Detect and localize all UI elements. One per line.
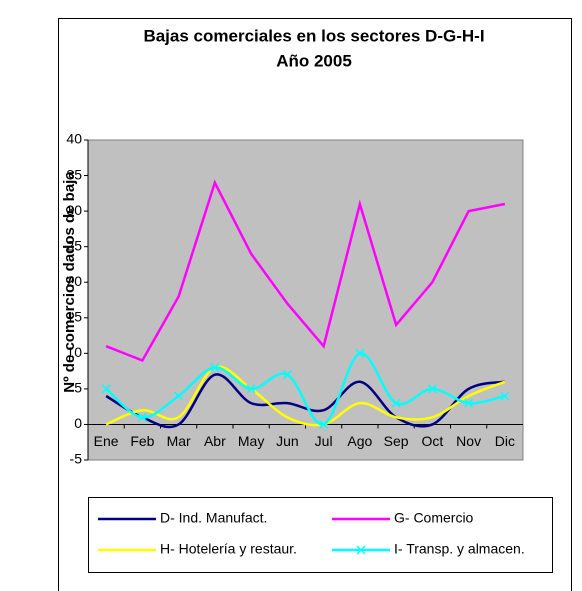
y-axis-label: Nº de comercios dados de baja (61, 171, 78, 393)
x-tick-label: Mar (167, 433, 191, 449)
x-tick-label: Sep (384, 433, 409, 449)
y-tick-label: 35 (66, 166, 82, 182)
x-tick-label: Feb (130, 433, 154, 449)
legend (88, 497, 553, 573)
x-tick-label: Dic (495, 433, 515, 449)
point-marker (356, 545, 366, 555)
series-line (105, 179, 506, 363)
chart-subtitle: Año 2005 (276, 51, 352, 70)
legend-label: D- Ind. Manufact. (160, 510, 267, 526)
point-marker (355, 348, 365, 358)
x-tick-label: Oct (421, 433, 443, 449)
x-tick-label: Nov (456, 433, 481, 449)
series-line (105, 365, 506, 427)
point-marker (319, 419, 329, 429)
point-marker (500, 391, 510, 401)
legend-label: G- Comercio (394, 510, 474, 526)
y-tick-label: 10 (66, 344, 82, 360)
point-marker (246, 384, 256, 394)
x-tick-label: Jul (315, 433, 333, 449)
x-tick-label: Jun (276, 433, 299, 449)
x-tick-label: Ago (347, 433, 372, 449)
legend-label: H- Hotelería y restaur. (160, 541, 297, 557)
y-tick-label: 25 (66, 237, 82, 253)
x-tick-label: May (238, 433, 264, 449)
y-tick-label: 30 (66, 202, 82, 218)
point-marker (101, 384, 111, 394)
chart-title: Bajas comerciales en los sectores D-G-H-… (143, 26, 484, 45)
point-marker (391, 398, 401, 408)
point-marker (282, 370, 292, 380)
y-tick-label: 20 (66, 273, 82, 289)
point-marker (174, 391, 184, 401)
y-tick-label: 40 (66, 131, 82, 147)
point-marker (137, 412, 147, 422)
series-line (105, 373, 506, 429)
y-tick-label: 15 (66, 308, 82, 324)
y-tick-label: -5 (70, 451, 83, 467)
y-tick-label: 5 (74, 380, 82, 396)
point-marker (464, 398, 474, 408)
legend-label: I- Transp. y almacen. (394, 541, 525, 557)
point-marker (210, 363, 220, 373)
x-tick-label: Abr (204, 433, 226, 449)
y-tick-label: 0 (74, 415, 82, 431)
x-tick-label: Ene (94, 433, 119, 449)
point-marker (427, 384, 437, 394)
